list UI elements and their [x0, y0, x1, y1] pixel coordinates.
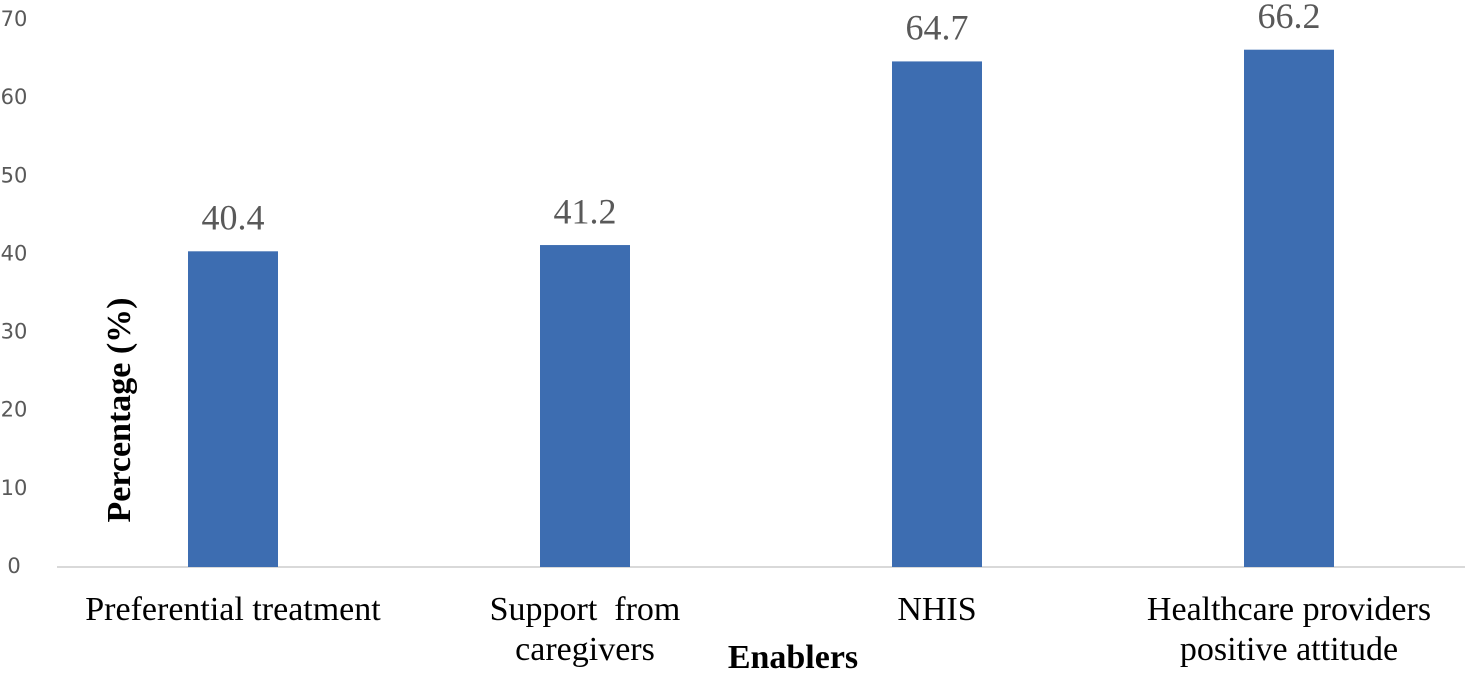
data-label: 64.7 [906, 8, 969, 48]
bar [188, 251, 278, 567]
y-tick-label: 20 [1, 398, 28, 422]
x-tick-label: NHIS [897, 591, 977, 628]
y-tick-label: 70 [1, 7, 28, 31]
y-axis-title: Percentage (%) [101, 298, 138, 523]
data-label: 41.2 [554, 191, 617, 231]
y-tick-label: 10 [1, 476, 28, 500]
x-tick-label: Healthcare providers positive attitude [1146, 591, 1440, 668]
y-tick-label: 60 [1, 85, 28, 109]
bar [892, 61, 982, 568]
y-tick-label: 30 [1, 320, 28, 344]
y-tick-label: 50 [1, 163, 28, 187]
y-tick-label: 40 [1, 241, 28, 265]
x-tick-label: Support from caregivers [489, 591, 689, 668]
bar [540, 245, 630, 567]
data-label: 66.2 [1258, 0, 1321, 36]
y-tick-label: 0 [7, 554, 20, 578]
x-axis-title: Enablers [728, 639, 858, 676]
x-tick-label: Preferential treatment [85, 591, 381, 628]
data-label: 40.4 [202, 198, 265, 238]
bar [1244, 49, 1334, 568]
